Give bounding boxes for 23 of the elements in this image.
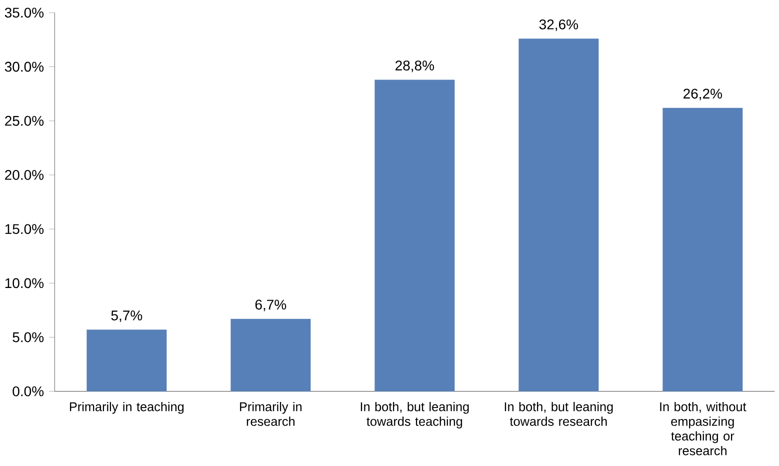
y-tick-label: 30.0% bbox=[4, 62, 44, 72]
bar bbox=[230, 318, 311, 392]
bar bbox=[86, 330, 167, 392]
x-tick-label: In both, but leaning towards teaching bbox=[360, 402, 469, 428]
bar bbox=[374, 80, 455, 392]
data-label: 32,6% bbox=[539, 19, 578, 32]
y-tick-label: 25.0% bbox=[5, 116, 44, 126]
bar bbox=[662, 108, 743, 392]
x-tick-label: Primarily in research bbox=[240, 402, 302, 426]
bar bbox=[518, 38, 599, 392]
data-label: 6,7% bbox=[255, 300, 286, 312]
y-tick-label: 20.0% bbox=[5, 170, 44, 180]
y-tick-label: 35.0% bbox=[4, 8, 44, 18]
y-tick-label: 10.0% bbox=[5, 278, 44, 288]
y-tick-label: 15.0% bbox=[5, 224, 44, 234]
x-tick-label: In both, but leaning towards research bbox=[504, 402, 613, 426]
y-tick-label: 5.0% bbox=[12, 332, 44, 342]
x-tick-label: Primarily in teaching bbox=[70, 402, 184, 414]
data-label: 5,7% bbox=[111, 310, 142, 322]
x-tick-label: In both, without empasizing teaching or research bbox=[660, 402, 746, 456]
y-tick-label: 0.0% bbox=[12, 386, 44, 396]
data-label: 26,2% bbox=[684, 88, 722, 100]
data-label: 28,8% bbox=[396, 60, 434, 72]
